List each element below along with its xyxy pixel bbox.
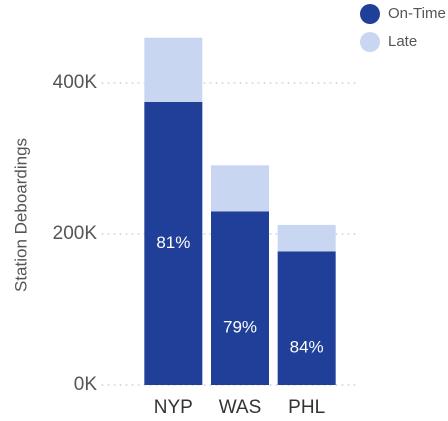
x-tick-label: NYP: [154, 397, 193, 418]
bar-segment: [277, 224, 336, 252]
y-tick-label: 400K: [53, 72, 98, 93]
x-tick-label: PHL: [288, 397, 325, 418]
x-tick-label: WAS: [219, 397, 262, 418]
legend-marker: [360, 4, 380, 24]
bar-segment: [211, 211, 269, 385]
y-tick-label: 200K: [53, 223, 98, 244]
legend-label: On-Time: [388, 5, 446, 22]
bar-segment: [211, 165, 269, 212]
share-label: 81%: [156, 233, 190, 252]
share-label: 84%: [290, 338, 324, 357]
legend-marker: [360, 32, 380, 52]
y-tick-label: 0K: [74, 374, 98, 395]
bar-segment: [144, 101, 203, 385]
share-label: 79%: [223, 318, 257, 337]
bar-segment: [144, 37, 203, 102]
bar-segment: [277, 251, 336, 385]
y-axis-title: Station Deboardings: [11, 138, 30, 292]
legend-label: Late: [388, 33, 417, 50]
